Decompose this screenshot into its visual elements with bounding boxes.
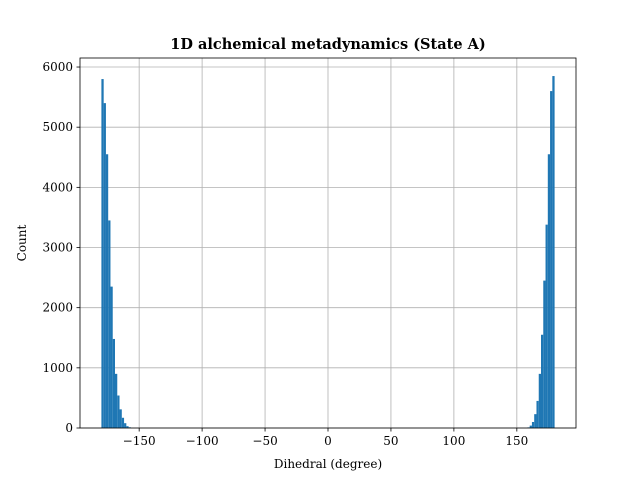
x-tick-label: 100 — [442, 434, 465, 448]
histogram-bar — [124, 423, 127, 428]
histogram-bar — [112, 338, 115, 428]
histogram-bar — [534, 414, 537, 428]
x-tick-label: −50 — [252, 434, 277, 448]
x-axis-label: Dihedral (degree) — [274, 457, 382, 471]
histogram-bar — [536, 400, 539, 428]
y-axis-label: Count — [15, 224, 29, 261]
histogram-bar — [121, 417, 125, 428]
y-tick-label: 1000 — [42, 361, 73, 375]
y-tick-label: 5000 — [42, 120, 73, 134]
histogram-bar — [114, 373, 118, 428]
y-tick-label: 3000 — [42, 241, 73, 255]
grid-lines — [80, 58, 576, 429]
histogram-bar — [545, 224, 548, 428]
histogram-bar — [105, 154, 109, 428]
histogram-bar — [531, 421, 535, 428]
histogram-bar — [126, 426, 129, 428]
y-tick-label: 0 — [65, 421, 73, 435]
histogram-bar — [543, 280, 546, 428]
histogram-bar — [550, 91, 553, 429]
histogram-bar — [103, 103, 106, 428]
histogram-bar — [108, 220, 111, 428]
histogram-bar — [529, 425, 532, 428]
y-axis-ticks: 0 1000 2000 3000 4000 5000 6000 — [42, 60, 80, 435]
y-tick-label: 2000 — [42, 301, 73, 315]
histogram-bar — [119, 409, 122, 428]
histogram-bars — [101, 76, 555, 429]
x-tick-label: 0 — [324, 434, 332, 448]
histogram-bar — [110, 286, 113, 428]
histogram-bar — [541, 334, 544, 428]
histogram-bar — [547, 154, 551, 428]
x-tick-label: −150 — [123, 434, 156, 448]
y-tick-label: 6000 — [42, 60, 73, 74]
histogram-bar — [552, 76, 555, 429]
x-tick-label: 50 — [383, 434, 398, 448]
x-tick-label: −100 — [186, 434, 219, 448]
y-tick-label: 4000 — [42, 180, 73, 194]
x-axis-ticks: −150 −100 −50 0 50 100 150 — [123, 428, 528, 448]
x-tick-label: 150 — [505, 434, 528, 448]
histogram-bar — [538, 373, 542, 428]
histogram-bar — [117, 395, 120, 428]
histogram-bar — [101, 79, 104, 428]
chart-title: 1D alchemical metadynamics (State A) — [170, 36, 485, 53]
